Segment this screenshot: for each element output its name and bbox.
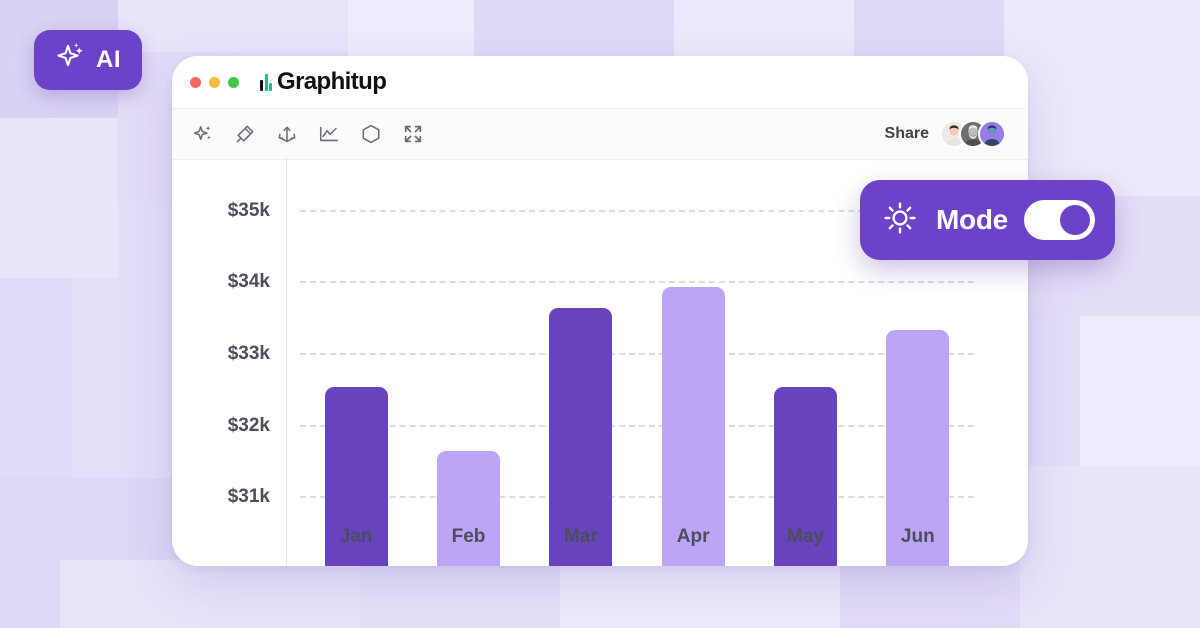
toolbar: Share xyxy=(172,108,1028,160)
y-axis-tick: $33k xyxy=(227,343,270,364)
close-button[interactable] xyxy=(190,76,201,88)
gridline xyxy=(300,353,974,355)
axes-icon[interactable] xyxy=(276,123,298,145)
minimize-button[interactable] xyxy=(209,76,220,88)
bar-slot xyxy=(637,160,749,566)
toolbar-tools xyxy=(192,123,424,145)
x-axis-tick: Jun xyxy=(900,526,935,547)
app-name: Graphitup xyxy=(277,68,387,95)
x-axis-tick: Apr xyxy=(676,526,710,547)
bar-slot xyxy=(300,160,412,566)
gridline xyxy=(300,496,974,499)
y-axis-tick: $35k xyxy=(227,199,270,221)
logo-bars-icon xyxy=(260,73,272,91)
window-titlebar: Graphitup xyxy=(172,56,1028,108)
background-block xyxy=(0,278,72,478)
share-button[interactable]: Share xyxy=(884,125,929,142)
y-axis-line xyxy=(286,156,287,566)
x-axis-tick: Feb xyxy=(451,526,486,547)
sun-icon xyxy=(880,198,920,243)
bar-slot xyxy=(412,160,524,566)
gridline xyxy=(300,281,974,284)
background-block xyxy=(1020,466,1200,628)
background-block xyxy=(0,118,118,278)
gridline xyxy=(300,424,974,427)
sparkle-icon xyxy=(55,41,89,80)
bar[interactable] xyxy=(324,386,388,566)
y-axis-tick: $31k xyxy=(227,486,270,508)
background-block xyxy=(854,0,1004,60)
background-block xyxy=(240,566,360,628)
chart: $35k $34k $33k $32k $31k Jan Feb Mar Apr May Jun xyxy=(172,156,1028,566)
toolbar-right: Share xyxy=(885,120,1006,148)
background-block xyxy=(118,0,348,52)
sparkle-ai-icon[interactable] xyxy=(192,123,214,145)
bar[interactable] xyxy=(773,386,837,566)
bar-slot xyxy=(525,160,637,566)
bar[interactable] xyxy=(886,329,950,566)
bar[interactable] xyxy=(661,286,725,566)
paintbrush-icon[interactable] xyxy=(234,123,256,145)
y-axis-tick: $34k xyxy=(227,271,270,293)
x-axis-tick: May xyxy=(786,526,824,547)
x-axis-tick: Mar xyxy=(563,526,598,547)
traffic-lights[interactable] xyxy=(190,76,239,88)
mode-badge[interactable]: Mode xyxy=(860,180,1115,260)
app-logo: Graphitup xyxy=(260,68,387,96)
avatar[interactable] xyxy=(978,120,1006,148)
toggle-knob xyxy=(1060,205,1090,235)
plot-area xyxy=(286,156,974,566)
background-block xyxy=(1080,316,1200,466)
bar[interactable] xyxy=(436,451,500,566)
bar-slot xyxy=(862,160,974,566)
x-axis-tick: Jan xyxy=(339,526,373,547)
bar-series xyxy=(300,160,974,566)
mode-toggle-switch[interactable] xyxy=(1023,200,1095,240)
y-axis-tick: $32k xyxy=(227,414,270,436)
background-block xyxy=(60,560,240,628)
app-window: Graphitup xyxy=(172,56,1028,566)
avatar-group[interactable] xyxy=(940,120,1006,148)
ai-badge[interactable]: AI xyxy=(34,30,142,90)
mode-label: Mode xyxy=(936,204,1008,235)
gridline xyxy=(300,209,974,212)
ai-badge-label: AI xyxy=(96,46,121,73)
line-chart-icon[interactable] xyxy=(318,123,340,145)
bar[interactable] xyxy=(549,308,613,566)
x-axis: Jan Feb Mar Apr May Jun xyxy=(300,526,974,566)
background-block xyxy=(1004,0,1200,196)
cube-3d-icon[interactable] xyxy=(360,123,382,145)
background-block xyxy=(840,560,1020,628)
expand-icon[interactable] xyxy=(402,123,424,145)
bar-slot xyxy=(749,160,861,566)
y-axis: $35k $34k $33k $32k $31k xyxy=(172,160,280,566)
maximize-button[interactable] xyxy=(228,76,239,88)
